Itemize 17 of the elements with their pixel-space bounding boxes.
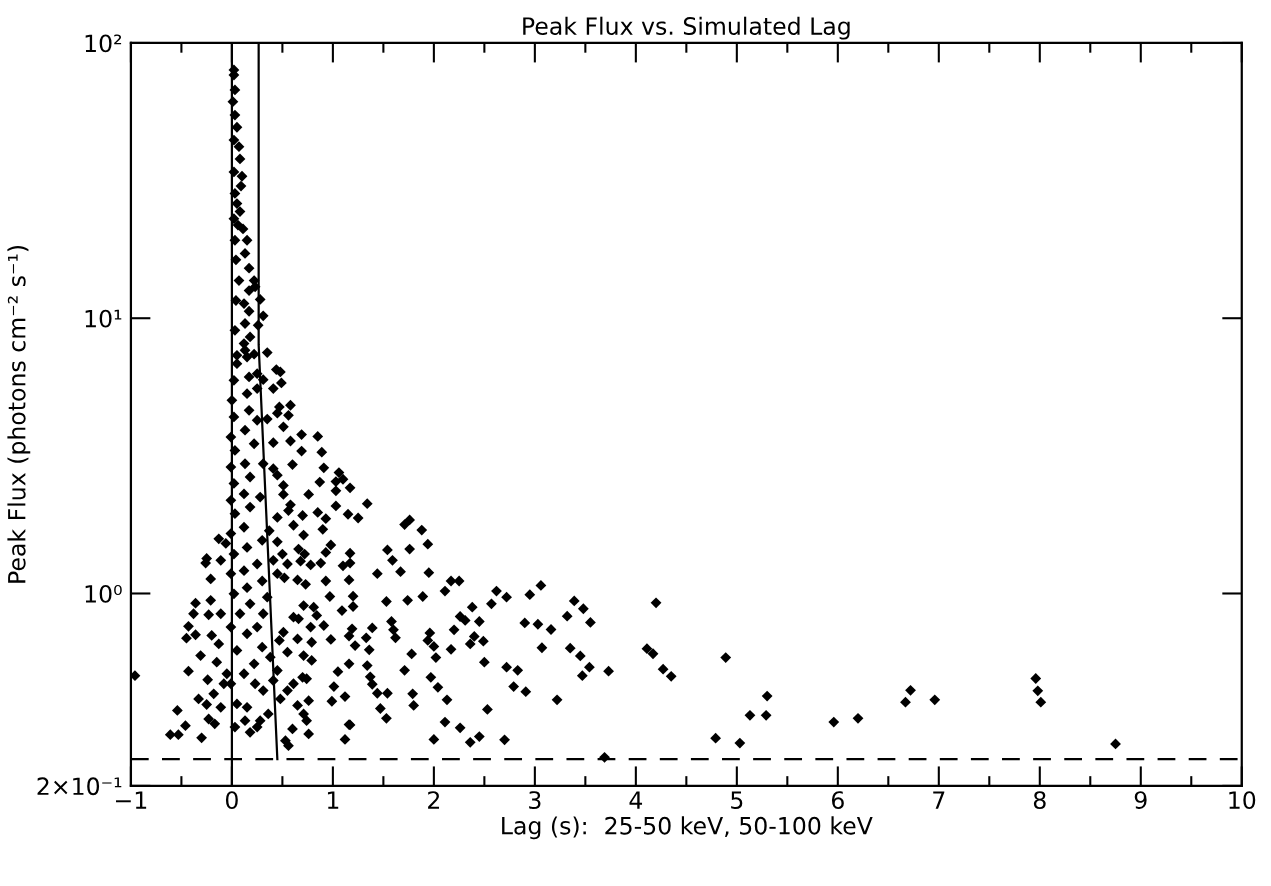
y-tick-label: 10⁰ [85, 584, 122, 603]
x-tick-label: 10 [1229, 791, 1256, 810]
x-tick-label: 7 [933, 791, 945, 809]
x-tick-label: 8 [1033, 791, 1046, 810]
y-tick-label: 10² [85, 34, 122, 53]
x-axis-title: Lag (s): 25-50 keV, 50-100 keV [502, 816, 873, 840]
x-tick-label: 4 [629, 791, 643, 809]
x-tick-label: 3 [529, 791, 541, 810]
x-tick-label: 2 [428, 791, 440, 809]
chart-title: Peak Flux vs. Simulated Lag [523, 16, 850, 40]
x-tick-label: 0 [225, 791, 238, 810]
x-tick-label: 9 [1134, 791, 1147, 810]
y-axis-title: Peak Flux (photons cm⁻² s⁻¹) [7, 245, 31, 583]
x-tick-label: 1 [327, 791, 339, 809]
x-tick-label: 5 [731, 791, 743, 810]
y-tick-label: 10¹ [85, 309, 122, 328]
x-tick-label: 6 [831, 791, 844, 810]
